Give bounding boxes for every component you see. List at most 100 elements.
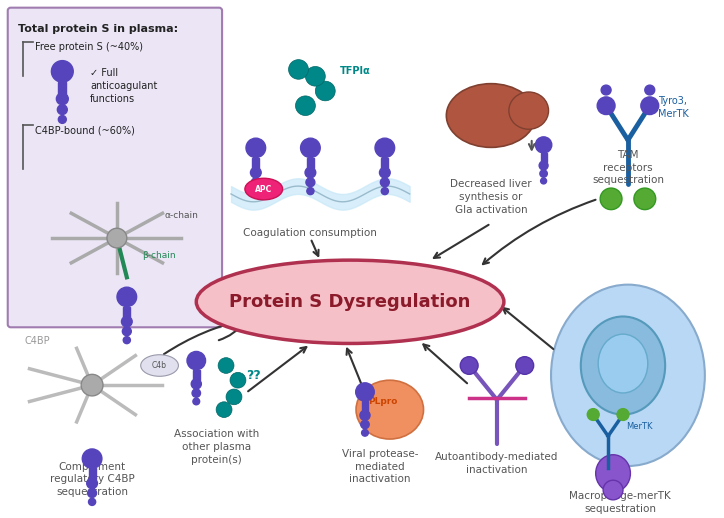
Circle shape <box>597 97 615 114</box>
Text: Autoantibody-mediated: Autoantibody-mediated <box>435 452 559 462</box>
Circle shape <box>460 357 478 375</box>
Bar <box>193 370 200 380</box>
Text: C4BP: C4BP <box>25 336 51 346</box>
Circle shape <box>123 337 130 343</box>
Circle shape <box>88 488 96 497</box>
Text: APC: APC <box>255 184 272 194</box>
Circle shape <box>603 480 623 500</box>
Circle shape <box>379 167 390 178</box>
Bar <box>88 468 96 479</box>
Text: Association with: Association with <box>174 429 258 439</box>
Circle shape <box>536 137 552 153</box>
Circle shape <box>375 138 395 157</box>
Text: other plasma: other plasma <box>182 442 251 452</box>
Text: Decreased liver: Decreased liver <box>450 179 532 189</box>
Circle shape <box>252 188 259 195</box>
Text: PLpro: PLpro <box>368 397 397 406</box>
Ellipse shape <box>245 178 282 200</box>
Circle shape <box>193 398 200 405</box>
Circle shape <box>81 375 103 396</box>
Circle shape <box>601 85 611 95</box>
Circle shape <box>107 228 127 248</box>
Circle shape <box>122 327 131 336</box>
Text: Macrophage-merTK: Macrophage-merTK <box>569 491 671 501</box>
Circle shape <box>122 316 132 327</box>
Text: receptors: receptors <box>603 163 653 172</box>
Ellipse shape <box>509 92 549 130</box>
Text: sequestration: sequestration <box>592 175 664 185</box>
Text: Protein S Dysregulation: Protein S Dysregulation <box>230 293 471 311</box>
FancyBboxPatch shape <box>8 8 222 327</box>
Bar <box>59 82 67 94</box>
Bar <box>252 157 259 168</box>
Text: Complement: Complement <box>59 462 126 471</box>
Circle shape <box>587 409 599 421</box>
Text: anticoagulant: anticoagulant <box>90 81 158 91</box>
Circle shape <box>539 161 548 170</box>
Text: TFPIα: TFPIα <box>340 66 371 76</box>
Circle shape <box>617 409 629 421</box>
Circle shape <box>59 116 67 123</box>
Text: inactivation: inactivation <box>466 465 528 474</box>
Circle shape <box>295 96 316 116</box>
Circle shape <box>316 81 335 101</box>
Circle shape <box>192 389 201 397</box>
Ellipse shape <box>581 316 665 414</box>
Text: MerTK: MerTK <box>657 109 689 119</box>
Text: β-chain: β-chain <box>142 251 175 260</box>
Text: sequestration: sequestration <box>584 503 656 514</box>
Circle shape <box>305 167 316 178</box>
Circle shape <box>360 410 370 420</box>
Ellipse shape <box>598 334 648 393</box>
Text: MerTK: MerTK <box>626 422 652 431</box>
Circle shape <box>361 429 369 436</box>
Text: Total protein S in plasma:: Total protein S in plasma: <box>17 24 178 34</box>
Text: sequestration: sequestration <box>56 487 128 497</box>
Circle shape <box>634 188 656 210</box>
Circle shape <box>246 138 266 157</box>
Circle shape <box>540 170 547 177</box>
Ellipse shape <box>447 84 536 148</box>
Bar <box>307 157 314 168</box>
Bar <box>361 401 369 411</box>
Text: Tyro3,: Tyro3, <box>657 96 686 106</box>
Text: ??: ?? <box>246 369 261 382</box>
Bar <box>382 157 388 168</box>
Ellipse shape <box>196 260 504 343</box>
Circle shape <box>600 188 622 210</box>
Text: inactivation: inactivation <box>349 474 411 484</box>
Text: mediated: mediated <box>355 462 405 471</box>
Text: protein(s): protein(s) <box>190 455 242 465</box>
Circle shape <box>226 389 242 405</box>
Circle shape <box>57 105 67 114</box>
Ellipse shape <box>356 380 424 439</box>
Circle shape <box>117 287 137 307</box>
Circle shape <box>289 60 308 79</box>
Bar <box>541 153 547 162</box>
Text: Gla activation: Gla activation <box>455 205 527 215</box>
Circle shape <box>191 379 201 389</box>
Circle shape <box>216 402 232 418</box>
Circle shape <box>56 93 68 105</box>
Circle shape <box>88 498 96 506</box>
Circle shape <box>380 178 390 186</box>
Circle shape <box>361 420 369 429</box>
Circle shape <box>306 178 315 186</box>
Circle shape <box>230 372 246 388</box>
Ellipse shape <box>551 284 705 466</box>
Circle shape <box>515 357 534 375</box>
Text: synthesis or: synthesis or <box>459 192 523 202</box>
Circle shape <box>307 188 314 195</box>
Circle shape <box>355 383 374 401</box>
Text: regulatory C4BP: regulatory C4BP <box>50 474 135 484</box>
Text: functions: functions <box>90 94 135 104</box>
Text: TAM: TAM <box>617 150 639 160</box>
Circle shape <box>251 167 261 178</box>
Text: Coagulation consumption: Coagulation consumption <box>243 228 377 238</box>
Circle shape <box>187 351 206 370</box>
Circle shape <box>645 85 654 95</box>
Ellipse shape <box>596 455 631 492</box>
Ellipse shape <box>140 355 178 376</box>
Text: α-chain: α-chain <box>164 211 198 220</box>
Bar <box>123 307 130 317</box>
